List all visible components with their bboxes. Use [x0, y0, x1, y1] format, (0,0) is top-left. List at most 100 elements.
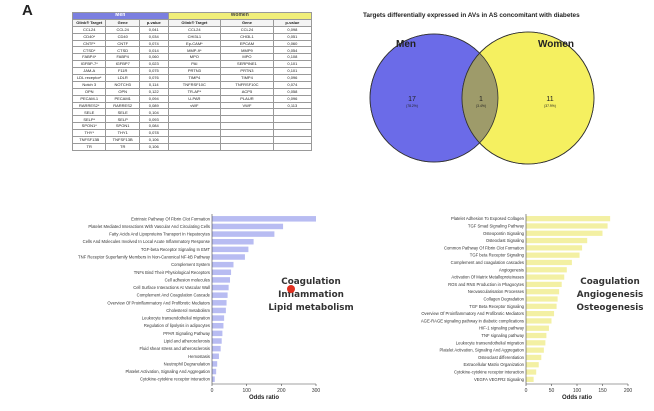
- table-cell: MMP9: [220, 46, 274, 55]
- bar-category-label: HIF-1 signaling pathway: [479, 326, 525, 331]
- bar-category-label: Platelet Adhesion To Exposed Collagen: [451, 216, 525, 221]
- bar-category-label: Leukocyte transendothelial migration: [142, 316, 211, 321]
- bar: [212, 269, 232, 276]
- bar-category-label: Cell adhesion molecules: [165, 277, 210, 282]
- x-tick-label: 300: [312, 388, 321, 394]
- venn-men-label: Men: [396, 39, 416, 50]
- table-cell: CCL24: [105, 25, 140, 34]
- bar: [212, 292, 228, 298]
- table-cell: 0,023: [138, 60, 169, 69]
- table-row: CNTF* CNTF 0,074 Ep-CAM* EPCAM 0,060: [71, 39, 313, 48]
- table-cell: 0,060: [138, 53, 169, 62]
- bar: [526, 252, 580, 258]
- bar-category-label: AGE-RAGE signaling pathway in diabetic c…: [421, 318, 524, 323]
- table-cell: 0,051: [272, 32, 313, 41]
- bar: [526, 340, 546, 346]
- table-cell: 0,078: [138, 129, 169, 138]
- table-cell: TR-AP*: [167, 87, 222, 96]
- table-cell: 0,058: [272, 87, 313, 96]
- table-cell: 0,098: [272, 25, 313, 34]
- bar-category-label: Extracellular Matrix Organization: [463, 362, 524, 367]
- table-cell: 0,106: [138, 136, 169, 144]
- bar: [212, 261, 234, 268]
- table-cell: [272, 115, 313, 124]
- table-cell: TNFSF13B: [105, 136, 140, 144]
- column-header: p-value: [138, 18, 169, 27]
- bar-category-label: Platelet Activation, Signaling And Aggre…: [439, 348, 524, 353]
- bar: [526, 318, 552, 324]
- bar-category-label: Overview Of Proinflammatory And Profibro…: [421, 311, 524, 316]
- bar-category-label: Cytokine-cytokine receptor interaction: [140, 377, 211, 382]
- table-cell: 0,014: [138, 46, 169, 55]
- annotation-line: Inflammation: [278, 290, 344, 300]
- bar: [526, 325, 549, 331]
- bar-category-label: Complement and coagulation cascades: [451, 260, 524, 265]
- bar: [212, 300, 227, 306]
- x-axis-title: Odds ratio: [562, 395, 592, 401]
- bar: [526, 296, 558, 302]
- column-header: Olink® Target: [71, 18, 107, 27]
- table-cell: SELP*: [71, 115, 107, 124]
- table-cell: THY*: [71, 129, 107, 138]
- table-cell: TNFSF13B: [71, 136, 107, 144]
- table-cell: SELP: [105, 115, 140, 124]
- table-cell: CD40*: [71, 32, 107, 41]
- table-cell: F11R: [105, 67, 140, 76]
- table-cell: TNFRSF10C: [220, 80, 274, 89]
- bar-category-label: TNF signaling pathway: [481, 333, 524, 338]
- men-annotation: Coagulation Inflammation Lipid metabolis…: [262, 276, 360, 315]
- table-cell: LDLR: [105, 74, 140, 82]
- table-cell: 0,076: [138, 74, 169, 82]
- table-cell: PLAUR: [220, 94, 274, 103]
- table-cell: 0,075: [138, 67, 169, 76]
- annotation-line: Lipid metabolism: [268, 303, 354, 313]
- table-cell: CHI3L1: [167, 32, 222, 41]
- table-cell: [272, 129, 313, 138]
- table-cell: LDL receptor*: [71, 74, 107, 82]
- table-cell: [220, 129, 274, 138]
- table-cell: RARRES2: [105, 101, 140, 110]
- table-cell: 0,108: [272, 53, 313, 62]
- table-cell: THY1: [105, 129, 140, 138]
- table-cell: SELE: [71, 108, 107, 117]
- table-cell: 0,034: [138, 32, 169, 41]
- bar-category-label: Collagen Degradation: [483, 297, 524, 302]
- table-cell: FABP4: [105, 53, 140, 62]
- bar: [526, 347, 544, 353]
- venn-diagram: Men Women 17 (78.2%) 1 (3.4%) 11 (37.9%): [369, 31, 595, 165]
- table-cell: SPON1*: [71, 122, 107, 131]
- bar: [526, 376, 534, 382]
- table-cell: [167, 142, 222, 151]
- venn-men-count: 17: [408, 96, 416, 103]
- table-cell: 0,113: [272, 101, 313, 110]
- bar-category-label: Lipid and atherosclerosis: [164, 339, 210, 344]
- table-cell: SELE: [105, 108, 140, 117]
- table-cell: CNTF*: [71, 39, 107, 48]
- column-header: p-value: [272, 18, 313, 27]
- table-cell: SPON1: [105, 122, 140, 131]
- bar-category-label: Neovascularisation Processes: [468, 289, 524, 294]
- table-cell: TIMP4: [220, 74, 274, 82]
- table-cell: [220, 108, 274, 117]
- table-cell: PRTN3: [167, 67, 222, 76]
- bar: [212, 338, 222, 344]
- table-cell: MPO: [220, 53, 274, 62]
- men-header: Men: [72, 12, 169, 20]
- men-enrichment-chart: Extrinsic Pathway Of Fibrin Clot Formati…: [78, 214, 321, 401]
- bar-category-label: Complement And Coagulation Cascade: [137, 293, 211, 298]
- venn-women-count: 11: [546, 96, 553, 103]
- table-cell: [167, 136, 222, 144]
- table-subheader-row: Olink® Target Gene p-value Olink® Target Gen…: [71, 18, 313, 27]
- bar-category-label: Osteoclast differentiation: [478, 355, 525, 360]
- venn-shared-pct: (3.4%): [476, 104, 486, 108]
- table-cell: [220, 136, 274, 144]
- table-cell: CNTF: [105, 39, 140, 48]
- column-header: Olink® Target: [167, 18, 222, 27]
- annotation-line: Coagulation: [580, 277, 640, 287]
- table-cell: CCL24: [167, 25, 222, 34]
- table-row: CTSD* CTSD 0,014 MMP-9* MMP9 0,054: [71, 46, 313, 55]
- table-row: TNFSF13B TNFSF13B 0,106: [71, 136, 313, 144]
- table-cell: [272, 142, 313, 151]
- bar: [526, 230, 603, 236]
- table-cell: [220, 115, 274, 124]
